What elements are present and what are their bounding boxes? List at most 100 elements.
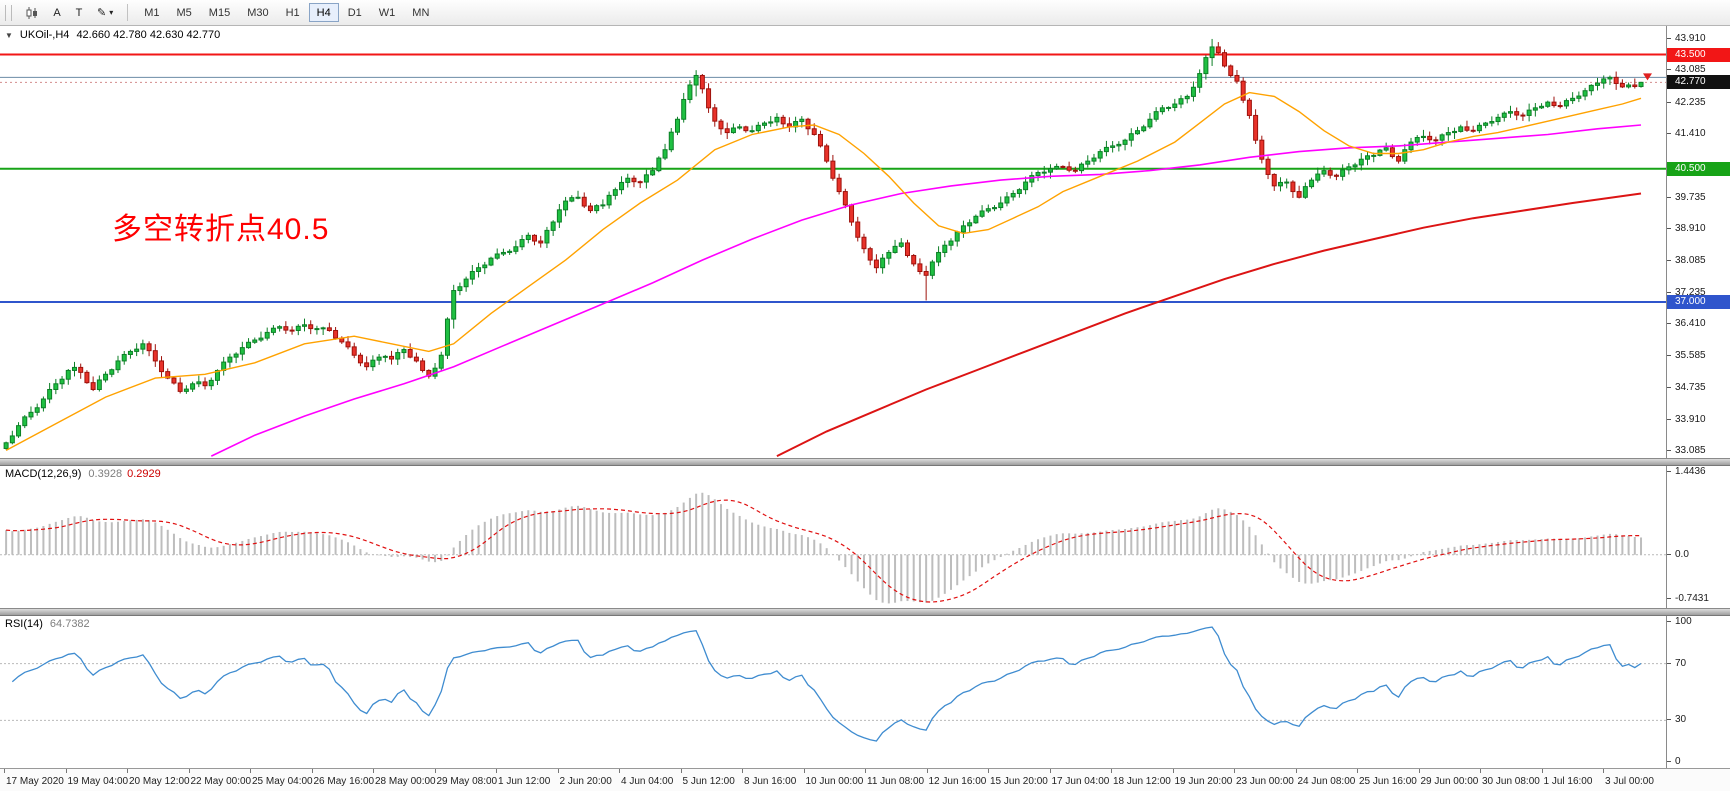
- ma-slow-line: [776, 192, 1642, 457]
- rsi-tick: 30: [1667, 715, 1730, 725]
- chevron-down-icon: ▾: [109, 8, 114, 17]
- time-label: 23 Jun 00:00: [1236, 776, 1294, 787]
- time-label: 3 Jul 00:00: [1605, 776, 1654, 787]
- timeframe-m15-button[interactable]: M15: [201, 3, 238, 22]
- macd-chart: [0, 492, 1666, 604]
- text-tool-button[interactable]: T: [69, 3, 89, 23]
- timeframe-d1-button[interactable]: D1: [340, 3, 370, 22]
- panel-splitter[interactable]: [0, 608, 1730, 616]
- price-arrow-marker: [1643, 73, 1652, 81]
- time-label: 1 Jun 12:00: [498, 776, 551, 787]
- chart-annotation-text: 多空转折点40.5: [112, 213, 330, 246]
- time-tick: [1234, 769, 1235, 773]
- time-tick: [1480, 769, 1481, 773]
- toolbar: A T ✎ ▾ M1 M5 M15 M30 H1 H4 D1 W1 MN: [0, 0, 1730, 26]
- macd-tick: -0.7431: [1667, 593, 1730, 604]
- panel-splitter[interactable]: [0, 458, 1730, 466]
- macd-panel[interactable]: 1.4436 0.0 -0.7431 MACD(12,26,9) 0.3928 0.29…: [0, 466, 1730, 608]
- draw-tool-button[interactable]: ✎ ▾: [91, 3, 119, 23]
- ma-fast-line: [5, 91, 1642, 452]
- ohlc-values: 42.660 42.780 42.630 42.770: [76, 29, 221, 41]
- time-label: 19 May 04:00: [67, 776, 129, 787]
- time-label: 8 Jun 16:00: [744, 776, 797, 787]
- level-price-badge[interactable]: 37.000: [1667, 294, 1730, 309]
- time-tick: [434, 769, 436, 773]
- chart-title: ▼ UKOil-,H4 42.660 42.780 42.630 42.770: [5, 29, 220, 41]
- timeframe-m5-button[interactable]: M5: [169, 3, 200, 22]
- timeframe-w1-button[interactable]: W1: [371, 3, 404, 22]
- macd-signal-value: 0.2929: [127, 468, 161, 480]
- timeframe-mn-button[interactable]: MN: [404, 3, 437, 22]
- price-tick: 38.085: [1667, 255, 1730, 266]
- rsi-tick: 70: [1667, 658, 1730, 669]
- time-tick: [742, 769, 743, 773]
- timeframe-h1-button[interactable]: H1: [278, 3, 308, 22]
- time-tick: [803, 769, 805, 773]
- price-tick: 41.410: [1667, 129, 1730, 139]
- macd-name: MACD(12,26,9): [5, 468, 82, 480]
- timeframe-m30-button[interactable]: M30: [239, 3, 276, 22]
- price-axis[interactable]: 43.910 43.085 42.235 41.410 39.735 38.910 38.0…: [1666, 26, 1730, 458]
- time-label: 24 Jun 08:00: [1297, 776, 1356, 787]
- time-label: 29 May 08:00: [436, 776, 498, 787]
- macd-tick: 0.0: [1667, 549, 1730, 560]
- time-tick: [988, 769, 989, 773]
- rsi-name: RSI(14): [5, 618, 43, 630]
- candlestick-chart-icon-button[interactable]: [19, 3, 45, 23]
- rsi-axis[interactable]: 100 70 30 0: [1666, 616, 1730, 768]
- time-label: 25 Jun 16:00: [1359, 776, 1417, 787]
- time-tick: [1172, 769, 1174, 773]
- time-tick: [1111, 769, 1112, 773]
- time-label: 19 Jun 20:00: [1174, 776, 1233, 787]
- time-tick: [4, 769, 5, 773]
- time-label: 25 May 04:00: [252, 776, 313, 787]
- time-axis[interactable]: 17 May 2020 19 May 04:00 20 May 12:00 22 Ma…: [0, 768, 1730, 791]
- time-label: 30 Jun 08:00: [1482, 776, 1540, 787]
- candlestick-chart: [0, 38, 1666, 457]
- current-price-badge: 42.770: [1667, 75, 1730, 90]
- macd-axis[interactable]: 1.4436 0.0 -0.7431: [1666, 466, 1730, 608]
- chart-menu-triangle-icon[interactable]: ▼: [5, 30, 13, 40]
- time-tick: [926, 769, 928, 773]
- price-tick: 33.910: [1667, 414, 1730, 425]
- candlestick-chart-icon: [26, 6, 37, 19]
- timeframe-m1-button[interactable]: M1: [136, 3, 167, 22]
- time-tick: [65, 769, 67, 773]
- time-tick: [311, 769, 313, 773]
- level-price-badge[interactable]: 40.500: [1667, 161, 1730, 176]
- rsi-panel[interactable]: 100 70 30 0 RSI(14) 64.7382: [0, 616, 1730, 768]
- time-label: 17 Jun 04:00: [1051, 776, 1110, 787]
- main-chart-panel[interactable]: 43.910 43.085 42.235 41.410 39.735 38.910 38.0…: [0, 26, 1730, 458]
- time-label: 11 Jun 08:00: [867, 776, 925, 787]
- macd-signal-line: [6, 499, 1641, 603]
- time-label: 4 Jun 04:00: [621, 776, 674, 787]
- time-label: 12 Jun 16:00: [928, 776, 987, 787]
- macd-tick: 1.4436: [1667, 467, 1730, 477]
- annotate-a-button[interactable]: A: [47, 3, 67, 23]
- macd-label: MACD(12,26,9) 0.3928 0.2929: [5, 468, 161, 480]
- time-tick: [680, 769, 682, 773]
- time-tick: [1418, 769, 1420, 773]
- macd-histogram: [5, 492, 1643, 604]
- time-tick: [1357, 769, 1358, 773]
- time-tick: [1603, 769, 1604, 773]
- ma-mid-line: [210, 124, 1642, 457]
- price-tick: 38.910: [1667, 224, 1730, 234]
- level-price-badge[interactable]: 43.500: [1667, 47, 1730, 62]
- timeframe-h4-button[interactable]: H4: [308, 3, 339, 22]
- time-tick: [557, 769, 559, 773]
- rsi-tick: 0: [1667, 757, 1730, 767]
- rsi-value: 64.7382: [49, 618, 90, 630]
- price-tick: 34.735: [1667, 383, 1730, 393]
- pencil-icon: ✎: [97, 7, 107, 19]
- candles-layer: [3, 38, 1644, 450]
- rsi-tick: 100: [1667, 617, 1730, 627]
- price-tick: 43.085: [1667, 65, 1730, 75]
- time-label: 29 Jun 00:00: [1420, 776, 1479, 787]
- toolbar-grip[interactable]: [5, 4, 12, 21]
- price-tick: 35.585: [1667, 350, 1730, 361]
- time-tick: [1541, 769, 1543, 773]
- price-tick: 39.735: [1667, 192, 1730, 203]
- macd-main-value: 0.3928: [88, 468, 123, 480]
